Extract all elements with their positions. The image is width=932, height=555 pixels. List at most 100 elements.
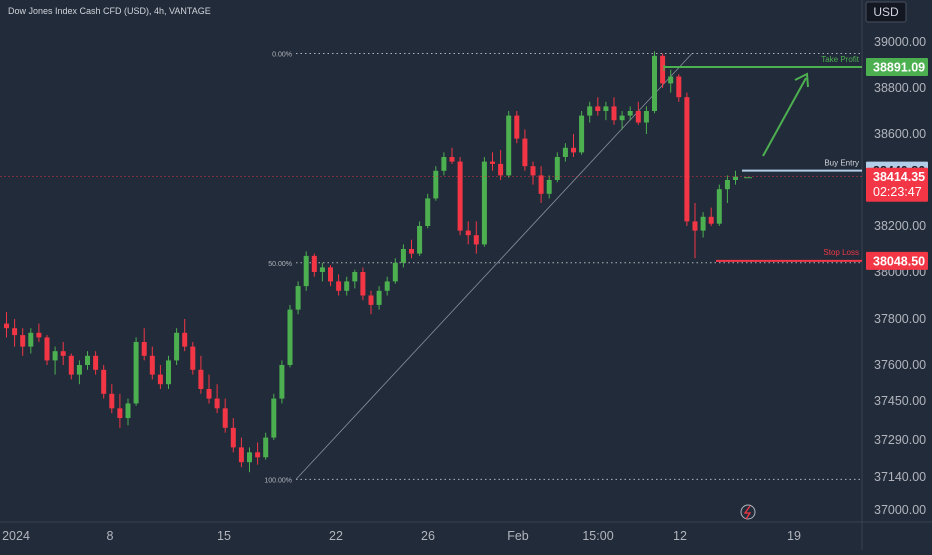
candle-body — [12, 328, 18, 336]
forecast-arrow-shaft — [762, 77, 807, 157]
last-price-badge — [866, 167, 928, 202]
candle-body — [214, 398, 220, 409]
candle-body — [457, 161, 463, 231]
last-price-countdown: 02:23:47 — [873, 185, 922, 199]
candle-body — [133, 342, 139, 404]
candle-body — [684, 97, 690, 222]
candle-body — [595, 106, 601, 111]
candle-body — [692, 221, 698, 231]
candle-body — [263, 437, 269, 458]
candle-body — [174, 332, 180, 361]
candle-body — [20, 335, 26, 347]
price-axis[interactable]: 39000.0038800.0038600.0038200.0038000.00… — [874, 35, 926, 517]
time-tick-label: 2024 — [2, 529, 30, 543]
candle-body — [668, 76, 674, 84]
candle-body — [554, 157, 560, 180]
candle-body — [328, 267, 333, 282]
price-tick-label: 39000.00 — [874, 35, 926, 49]
candle-body — [392, 262, 398, 282]
candle-body — [490, 161, 495, 164]
price-tick-label: 38800.00 — [874, 81, 926, 95]
fib-trend-line[interactable] — [295, 53, 693, 480]
candle-body — [587, 106, 593, 116]
candle-body — [303, 255, 309, 287]
candle-body — [182, 332, 188, 347]
forecast-arrow-head — [794, 72, 809, 88]
candle-body — [352, 272, 358, 282]
candle-body — [619, 115, 625, 121]
candle-body — [68, 355, 74, 375]
candle-body — [473, 235, 479, 245]
candle-body — [724, 180, 730, 190]
last-price-value: 38414.35 — [873, 170, 925, 184]
fib-level-label: 0.00% — [272, 52, 292, 59]
candle-body — [117, 408, 123, 419]
candle-body — [368, 295, 374, 305]
candle-body — [384, 281, 390, 291]
candle-body — [643, 111, 649, 123]
price-tick-label: 37140.00 — [874, 470, 926, 484]
candle-body — [441, 157, 447, 171]
candle-body — [449, 157, 455, 162]
candle-body — [660, 55, 666, 84]
candle-body — [141, 342, 147, 356]
fib-level-label: 100.00% — [264, 477, 292, 484]
candle-body — [627, 111, 633, 116]
candle-body — [433, 170, 439, 199]
stop-loss-label: Stop Loss — [823, 248, 859, 257]
time-tick-label: 15:00 — [582, 529, 613, 543]
currency-badge[interactable] — [865, 1, 907, 23]
forecast-arrow[interactable] — [762, 72, 809, 157]
candle-body — [481, 161, 487, 245]
candle-body — [611, 106, 617, 121]
candle-body — [76, 365, 82, 375]
fibonacci-retracement[interactable]: 0.00% 50.00% 100.00% — [264, 52, 862, 485]
candle-body — [708, 216, 714, 224]
candle-body — [635, 111, 641, 123]
candle-body — [417, 226, 423, 254]
candle-body — [287, 309, 293, 365]
time-tick-label: 26 — [421, 529, 435, 543]
time-tick-label: 8 — [107, 529, 114, 543]
take-profit-label: Take Profit — [821, 55, 860, 64]
time-axis[interactable]: 2024 8 15 22 26 Feb 15:00 12 19 — [2, 529, 801, 543]
candle-body — [522, 138, 528, 167]
candle-body — [562, 147, 568, 157]
time-tick-label: 12 — [673, 529, 687, 543]
candle-body — [652, 55, 657, 111]
candle-body — [498, 163, 504, 176]
candle-body — [4, 323, 9, 329]
candle-body — [733, 176, 738, 180]
candle-body — [36, 332, 42, 338]
candle-body — [530, 166, 536, 176]
candle-body — [506, 115, 512, 176]
candle-body — [149, 355, 155, 375]
price-tick-label: 37600.00 — [874, 358, 926, 372]
candle-body — [514, 115, 520, 139]
price-tick-label: 37800.00 — [874, 312, 926, 326]
currency-label: USD — [873, 5, 899, 19]
candle-body — [271, 398, 277, 438]
candle-body — [44, 337, 50, 361]
candle-body — [206, 389, 212, 399]
price-tick-label: 38600.00 — [874, 127, 926, 141]
trade-levels[interactable]: Take Profit Buy Entry Stop Loss — [663, 55, 862, 262]
candle-body — [52, 351, 58, 361]
price-tick-label: 37290.00 — [874, 433, 926, 447]
candle-body — [579, 115, 585, 153]
candle-body — [28, 332, 34, 347]
candle-body — [603, 106, 609, 111]
take-profit-price: 38891.09 — [873, 61, 925, 75]
candlestick-series — [4, 51, 738, 473]
stop-loss-price: 38048.50 — [873, 254, 925, 268]
candle-body — [700, 216, 706, 231]
lightning-icon[interactable] — [740, 504, 756, 520]
price-tick-label: 38200.00 — [874, 219, 926, 233]
candle-body — [109, 393, 115, 409]
candle-body — [238, 447, 244, 463]
candle-body — [538, 175, 544, 194]
candle-body — [676, 76, 682, 98]
price-tick-label: 37000.00 — [874, 503, 926, 517]
